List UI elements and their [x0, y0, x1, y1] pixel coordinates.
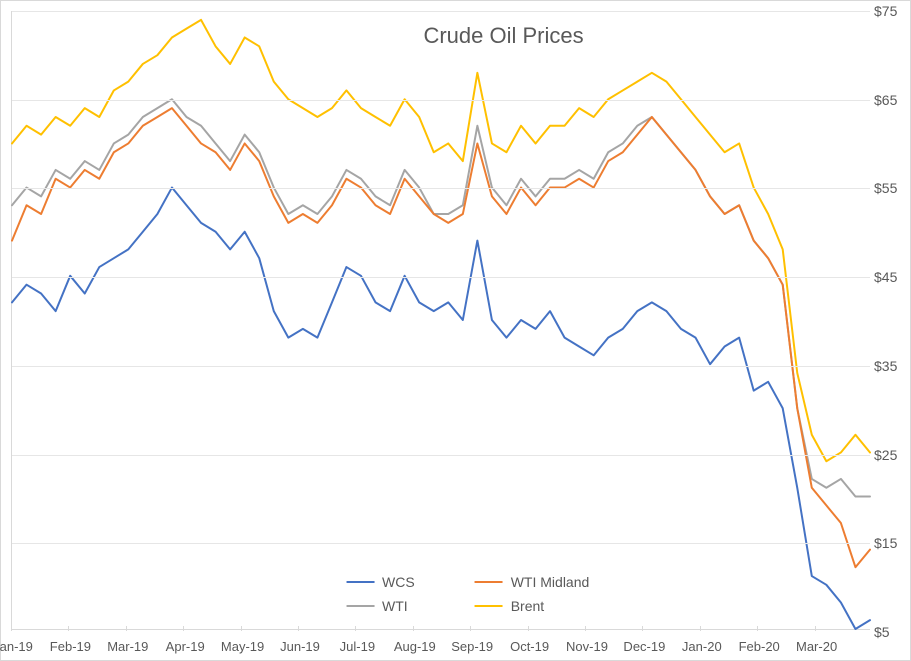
legend-item-brent: Brent	[475, 598, 590, 614]
legend-item-wti: WTI	[346, 598, 415, 614]
x-axis-label: Aug-19	[394, 639, 436, 654]
x-axis-tick	[470, 626, 471, 631]
x-axis-label: Nov-19	[566, 639, 608, 654]
x-axis-tick	[11, 626, 12, 631]
y-axis-label: $15	[874, 535, 906, 551]
gridline	[12, 543, 870, 544]
x-axis-tick	[413, 626, 414, 631]
chart-container: Crude Oil Prices WCSWTI MidlandWTIBrent …	[0, 0, 911, 661]
x-axis-label: Sep-19	[451, 639, 493, 654]
x-axis-tick	[68, 626, 69, 631]
gridline	[12, 11, 870, 12]
gridline	[12, 100, 870, 101]
x-axis-tick	[528, 626, 529, 631]
y-axis-label: $45	[874, 269, 906, 285]
gridline	[12, 455, 870, 456]
legend: WCS WTI Midland WTI Brent	[346, 574, 589, 614]
x-axis-label: Jan-19	[0, 639, 33, 654]
gridline	[12, 277, 870, 278]
x-axis-tick	[126, 626, 127, 631]
plot-area	[11, 11, 870, 630]
y-axis-label: $55	[874, 180, 906, 196]
legend-swatch	[346, 581, 374, 583]
x-axis-tick	[642, 626, 643, 631]
x-axis-tick	[815, 626, 816, 631]
x-axis-label: Mar-19	[107, 639, 148, 654]
series-wcs	[12, 188, 870, 629]
x-axis-tick	[757, 626, 758, 631]
x-axis-tick	[585, 626, 586, 631]
y-axis-label: $35	[874, 358, 906, 374]
x-axis-label: Oct-19	[510, 639, 549, 654]
x-axis-label: May-19	[221, 639, 264, 654]
x-axis-label: Jun-19	[280, 639, 320, 654]
x-axis-label: Feb-20	[739, 639, 780, 654]
x-axis-tick	[183, 626, 184, 631]
y-axis-label: $5	[874, 624, 906, 640]
x-axis-label: Dec-19	[623, 639, 665, 654]
legend-swatch	[475, 581, 503, 583]
y-axis-label: $75	[874, 3, 906, 19]
x-axis-label: Jul-19	[340, 639, 375, 654]
x-axis-tick	[700, 626, 701, 631]
gridline	[12, 366, 870, 367]
x-axis-tick	[355, 626, 356, 631]
series-wti	[12, 99, 870, 496]
legend-label: Brent	[511, 598, 544, 614]
x-axis-label: Jan-20	[682, 639, 722, 654]
chart-title: Crude Oil Prices	[423, 23, 583, 49]
gridline	[12, 188, 870, 189]
x-axis-label: Feb-19	[50, 639, 91, 654]
legend-item-wti-midland: WTI Midland	[475, 574, 590, 590]
x-axis-tick	[241, 626, 242, 631]
chart-lines	[12, 11, 870, 629]
y-axis-label: $25	[874, 447, 906, 463]
legend-label: WCS	[382, 574, 415, 590]
x-axis-label: Mar-20	[796, 639, 837, 654]
legend-swatch	[475, 605, 503, 607]
legend-label: WTI Midland	[511, 574, 590, 590]
x-axis-tick	[298, 626, 299, 631]
x-axis-label: Apr-19	[166, 639, 205, 654]
series-wti-midland	[12, 108, 870, 567]
y-axis-label: $65	[874, 92, 906, 108]
legend-label: WTI	[382, 598, 408, 614]
legend-swatch	[346, 605, 374, 607]
series-brent	[12, 20, 870, 461]
legend-item-wcs: WCS	[346, 574, 415, 590]
